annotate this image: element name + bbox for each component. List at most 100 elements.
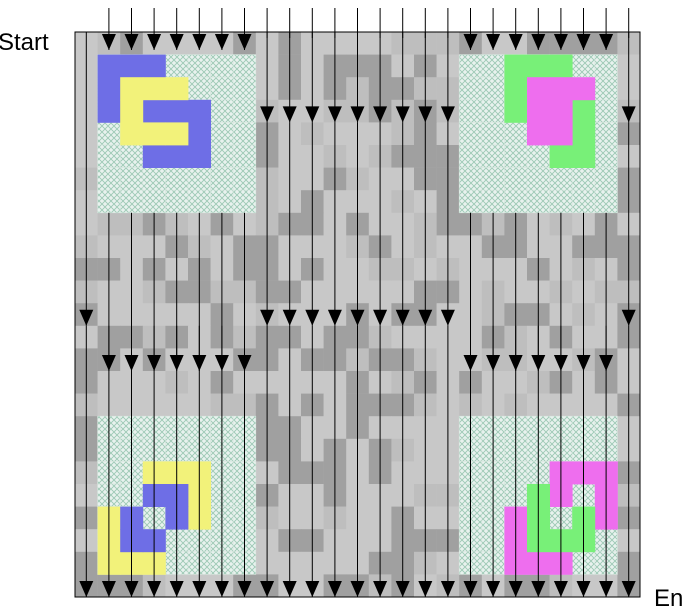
flow-arrows <box>79 8 636 597</box>
color-block <box>188 122 211 146</box>
panel-top-left <box>97 54 257 214</box>
arrow-head <box>305 309 320 326</box>
flow-arrow <box>282 325 297 597</box>
arrow-head <box>305 581 320 597</box>
color-block <box>572 77 596 101</box>
arrow-head <box>440 106 455 123</box>
panels <box>97 54 618 575</box>
arrow-head <box>147 581 162 597</box>
grid-frame <box>74 31 641 598</box>
panel-cell <box>481 76 505 101</box>
color-block <box>549 54 573 78</box>
color-block <box>572 145 596 168</box>
flow-arrow <box>599 8 614 50</box>
panel-cell <box>594 76 618 101</box>
flow-arrow <box>260 32 275 123</box>
color-block <box>165 122 189 146</box>
panel-cell <box>232 167 257 191</box>
panel-cell <box>97 144 121 168</box>
flow-arrow <box>214 325 229 597</box>
panel-cell <box>458 189 483 214</box>
panel-cell <box>594 99 618 123</box>
arrow-head <box>621 106 636 123</box>
panel-cell <box>526 189 550 214</box>
arrow-head <box>214 581 229 597</box>
panel-cell <box>210 76 234 101</box>
color-block <box>504 99 528 123</box>
panel-cell <box>571 54 596 78</box>
flow-arrow <box>576 325 591 597</box>
flow-arrow <box>486 8 501 50</box>
arrow-head <box>237 34 252 50</box>
color-block <box>549 145 573 168</box>
panel-cell <box>458 167 483 191</box>
arrow-head <box>395 309 410 326</box>
panel-cell <box>232 189 257 214</box>
flow-arrow <box>599 325 614 597</box>
arrow-head <box>124 34 139 50</box>
panel-cell <box>458 76 483 101</box>
color-block <box>527 99 550 123</box>
panel-cell <box>481 189 505 214</box>
arrow-head <box>192 581 207 597</box>
flow-arrow <box>124 8 139 50</box>
flow-arrow <box>531 8 546 50</box>
arrow-head <box>237 581 252 597</box>
panel-cell <box>549 167 573 191</box>
panel-cell <box>571 189 596 214</box>
flow-arrow <box>79 32 94 326</box>
arrow-head <box>101 581 116 597</box>
flow-arrow <box>282 122 297 326</box>
flow-arrow <box>101 325 116 597</box>
flow-arrow <box>124 325 139 597</box>
arrow-head <box>169 34 184 50</box>
panel-cell <box>504 122 528 146</box>
panel-cell <box>210 189 234 214</box>
arrow-head <box>553 581 568 597</box>
panel-cell <box>594 54 618 78</box>
panel-cell <box>232 99 257 123</box>
panel-cell <box>119 144 144 168</box>
flow-arrow <box>418 32 433 123</box>
panel-cell <box>594 189 618 214</box>
color-block <box>142 99 166 123</box>
panel-cell <box>210 144 234 168</box>
arrow-head <box>576 34 591 50</box>
flow-arrow <box>147 8 162 50</box>
panel-cell <box>571 167 596 191</box>
color-block <box>549 122 573 146</box>
color-block <box>97 77 121 101</box>
arrow-head <box>621 581 636 597</box>
panel-cell <box>504 144 528 168</box>
color-block <box>142 77 166 101</box>
color-block <box>572 99 596 123</box>
arrow-head <box>576 581 591 597</box>
arrow-head <box>463 34 478 50</box>
flow-arrow <box>350 122 365 326</box>
arrow-head <box>373 581 388 597</box>
arrow-head <box>373 309 388 326</box>
flow-arrow <box>373 32 388 123</box>
flow-arrow <box>418 325 433 597</box>
panel-cell <box>594 144 618 168</box>
flow-arrow <box>395 122 410 326</box>
flow-arrow <box>621 32 636 123</box>
arrow-head <box>282 309 297 326</box>
panel-cell <box>232 122 257 146</box>
color-block <box>527 77 550 101</box>
flow-arrow <box>169 325 184 597</box>
color-block <box>120 54 144 78</box>
arrow-head <box>260 309 275 326</box>
arrow-head <box>327 581 342 597</box>
panel-cell <box>97 189 121 214</box>
panel-cell <box>165 189 189 214</box>
arrow-head <box>463 581 478 597</box>
arrow-head <box>79 581 94 597</box>
flow-arrow <box>237 8 252 50</box>
panel-cell <box>458 99 483 123</box>
panel-cell <box>481 167 505 191</box>
arrow-head <box>260 106 275 123</box>
color-block <box>142 145 166 168</box>
flow-arrow <box>418 122 433 326</box>
panel-cell <box>549 189 573 214</box>
